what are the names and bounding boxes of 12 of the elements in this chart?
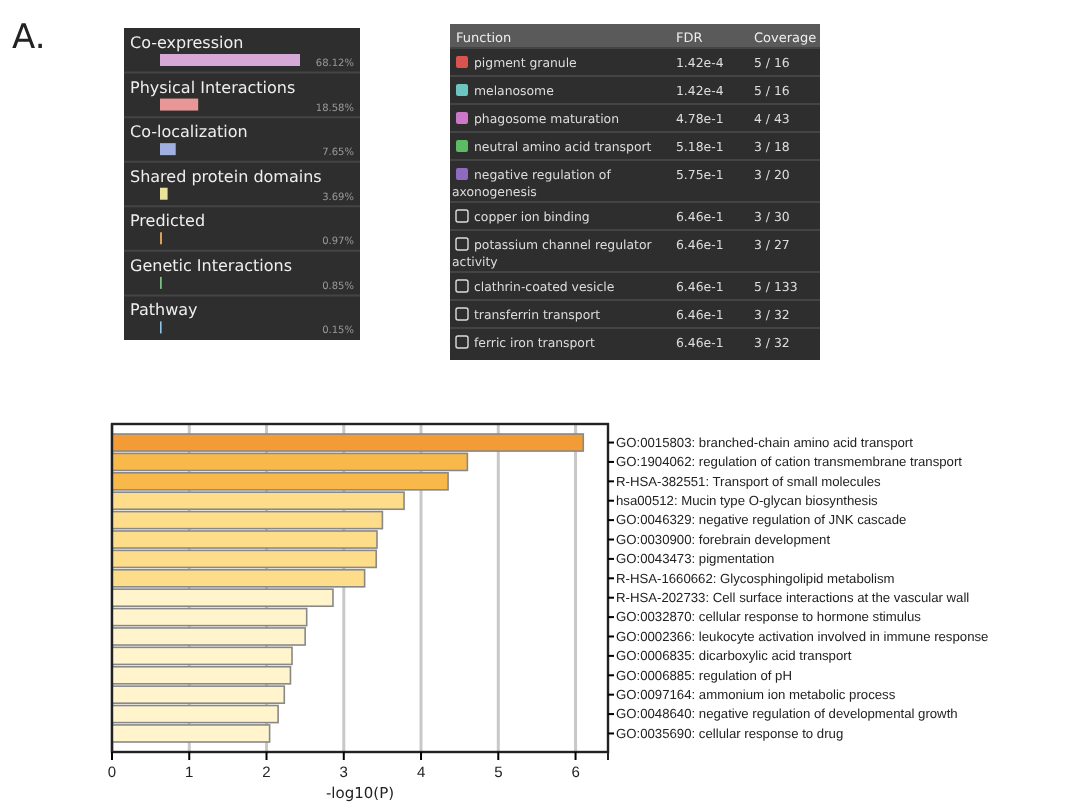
bar [160,187,168,200]
y-tick-label: Pathway [130,301,199,320]
bar [160,98,199,111]
y-tick-label: Genetic Interactions [130,256,292,275]
bar [160,143,176,156]
text: A. [12,18,46,58]
y-tick-label: Co-expression [130,34,244,52]
bar [160,54,300,66]
y-tick-label: Co-localization [130,123,248,142]
y-tick-label: Physical Interactions [130,78,296,97]
y-tick-label: Predicted [130,212,206,231]
y-tick-label: Shared protein domains [130,167,322,186]
